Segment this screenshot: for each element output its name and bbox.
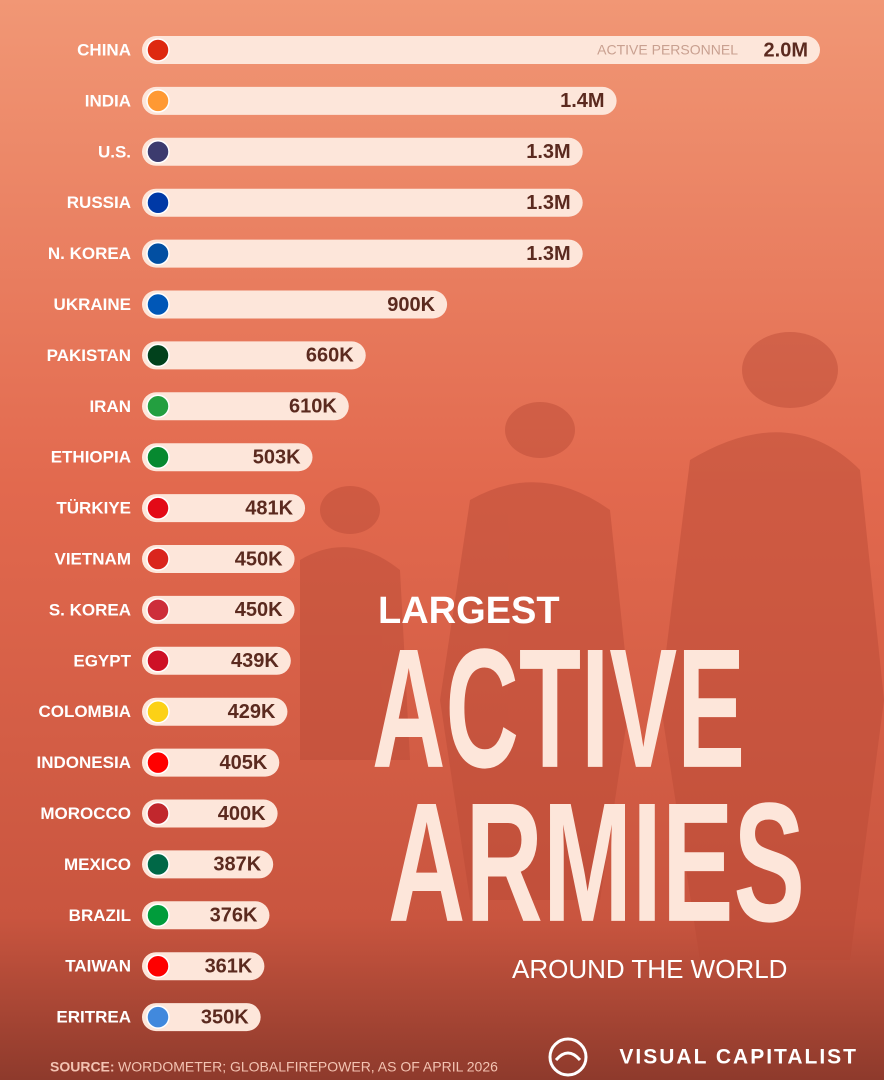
value-label: 610K [289,396,337,418]
value-label: 1.3M [526,192,570,214]
category-label: INDONESIA [37,753,131,772]
bar [142,545,295,573]
flag-icon [146,445,170,469]
category-label: INDIA [85,91,131,110]
category-label: VIETNAM [55,549,132,568]
soldier-silhouettes [300,332,884,960]
brand-logo [548,1037,588,1077]
bar [142,1003,261,1032]
flag-icon [146,140,170,164]
value-label: 429K [228,701,276,723]
bar [142,36,820,64]
value-label: 361K [205,955,253,977]
flag-icon [146,89,170,113]
title-main: ARMIES [388,768,805,958]
bar [142,188,583,217]
category-label: MOROCCO [40,804,131,823]
flag-icon [146,292,170,317]
title-main: ACTIVE [372,614,745,804]
flag-icon [146,903,170,928]
category-label: UKRAINE [54,295,131,314]
value-label: 481K [245,497,293,519]
category-label: PAKISTAN [47,346,131,365]
title-lead: LARGEST [378,590,560,632]
bar [142,748,280,777]
bar [142,595,295,624]
category-label: IRAN [89,397,131,416]
category-label: ETHIOPIA [51,448,131,467]
bar [142,392,349,421]
bar [142,443,313,472]
category-label: EGYPT [73,651,131,670]
category-label: ERITREA [56,1008,131,1027]
flag-icon [146,547,170,571]
category-label: BRAZIL [69,906,131,925]
bar [142,137,583,166]
value-label: 1.3M [526,243,570,265]
bar [142,901,270,930]
flag-icon [146,394,170,419]
bar [142,494,306,523]
value-label: 387K [213,854,261,876]
bar [142,799,278,828]
bar [142,341,366,370]
value-label: 405K [219,752,267,774]
flag-icon [146,801,170,826]
bar [142,290,448,319]
value-label: 450K [235,548,283,570]
value-label: 450K [235,599,283,621]
value-label: 376K [210,905,258,927]
flag-icon [146,852,170,877]
source-label: SOURCE: [50,1059,115,1075]
flag-icon [146,649,170,673]
category-label: U.S. [98,142,131,161]
bar [142,697,288,726]
bar [142,952,265,981]
bar [142,239,583,268]
value-label: 1.3M [526,141,570,163]
category-label: S. KOREA [49,600,131,619]
source: WORDOMETER; GLOBALFIREPOWER, AS OF APRIL… [118,1059,498,1075]
flag-icon [146,750,170,775]
category-label: RUSSIA [67,193,131,212]
subtitle: AROUND THE WORLD [512,954,787,984]
brand: VISUAL CAPITALIST [619,1046,858,1069]
flag-icon [146,598,170,622]
category-label: TÜRKIYE [56,499,131,518]
flag-icon [146,241,170,266]
bar [142,850,274,879]
category-label: COLOMBIA [38,702,131,721]
value-label: 2.0M [764,39,808,61]
category-label: CHINA [77,40,131,59]
flag-icon [146,190,170,215]
flag-icon [146,1005,170,1029]
value-label: 503K [253,446,301,468]
flag-icon [146,38,170,62]
category-label: TAIWAN [65,957,131,976]
flag-icon [146,343,170,368]
value-label: 400K [218,803,266,825]
flag-icon [146,699,170,724]
value-label: 900K [387,294,435,316]
category-label: MEXICO [64,855,131,874]
category-label: N. KOREA [48,244,131,263]
flag-icon [146,954,170,978]
annotation: ACTIVE PERSONNEL [597,42,738,58]
bar [142,646,291,675]
flag-icon [146,496,170,520]
value-label: 439K [231,650,279,672]
value-label: 350K [201,1006,249,1028]
value-label: 1.4M [560,90,604,112]
value-label: 660K [306,345,354,367]
bar [142,86,617,115]
